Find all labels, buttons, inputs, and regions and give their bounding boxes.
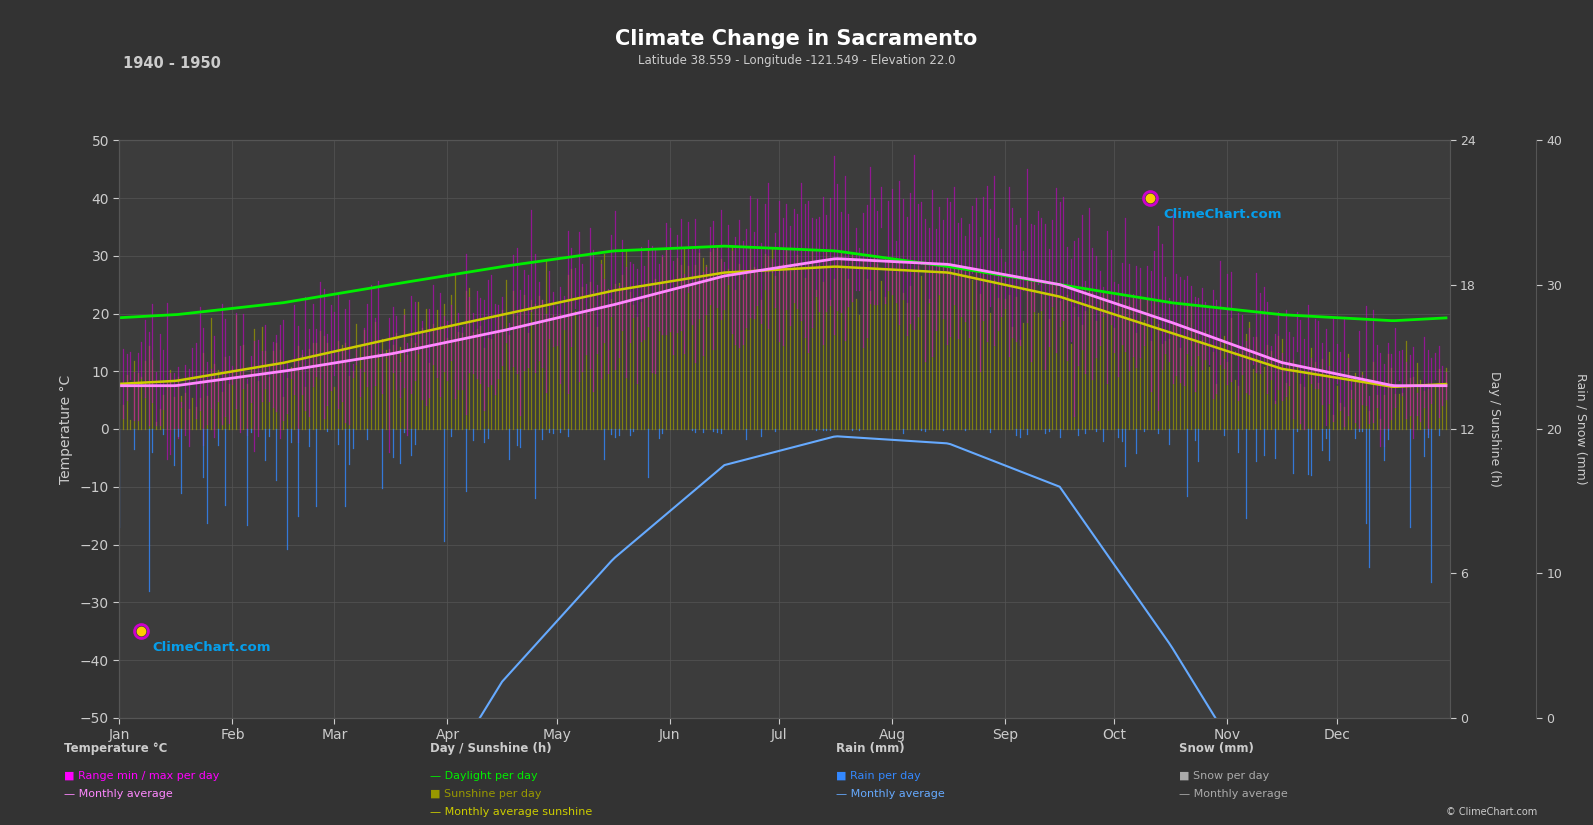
Text: — Monthly average: — Monthly average bbox=[836, 789, 945, 799]
Text: Temperature °C: Temperature °C bbox=[64, 742, 167, 756]
Text: ■ Sunshine per day: ■ Sunshine per day bbox=[430, 789, 542, 799]
Text: — Daylight per day: — Daylight per day bbox=[430, 771, 538, 780]
Text: ClimeChart.com: ClimeChart.com bbox=[153, 641, 271, 654]
Y-axis label: Rain / Snow (mm): Rain / Snow (mm) bbox=[1574, 373, 1587, 485]
Text: — Monthly average: — Monthly average bbox=[1179, 789, 1287, 799]
Text: — Monthly average: — Monthly average bbox=[64, 789, 172, 799]
Text: ■ Rain per day: ■ Rain per day bbox=[836, 771, 921, 780]
Text: Snow (mm): Snow (mm) bbox=[1179, 742, 1254, 756]
Y-axis label: Day / Sunshine (h): Day / Sunshine (h) bbox=[1488, 371, 1501, 487]
Text: ClimeChart.com: ClimeChart.com bbox=[1163, 208, 1282, 221]
Text: Day / Sunshine (h): Day / Sunshine (h) bbox=[430, 742, 551, 756]
Text: — Monthly average sunshine: — Monthly average sunshine bbox=[430, 807, 593, 817]
Text: Rain (mm): Rain (mm) bbox=[836, 742, 905, 756]
Y-axis label: Temperature °C: Temperature °C bbox=[59, 375, 73, 483]
Text: © ClimeChart.com: © ClimeChart.com bbox=[1446, 807, 1537, 817]
Text: Climate Change in Sacramento: Climate Change in Sacramento bbox=[615, 29, 978, 49]
Text: 1940 - 1950: 1940 - 1950 bbox=[123, 56, 220, 71]
Text: ■ Snow per day: ■ Snow per day bbox=[1179, 771, 1270, 780]
Text: ■ Range min / max per day: ■ Range min / max per day bbox=[64, 771, 220, 780]
Text: Latitude 38.559 - Longitude -121.549 - Elevation 22.0: Latitude 38.559 - Longitude -121.549 - E… bbox=[637, 54, 956, 67]
